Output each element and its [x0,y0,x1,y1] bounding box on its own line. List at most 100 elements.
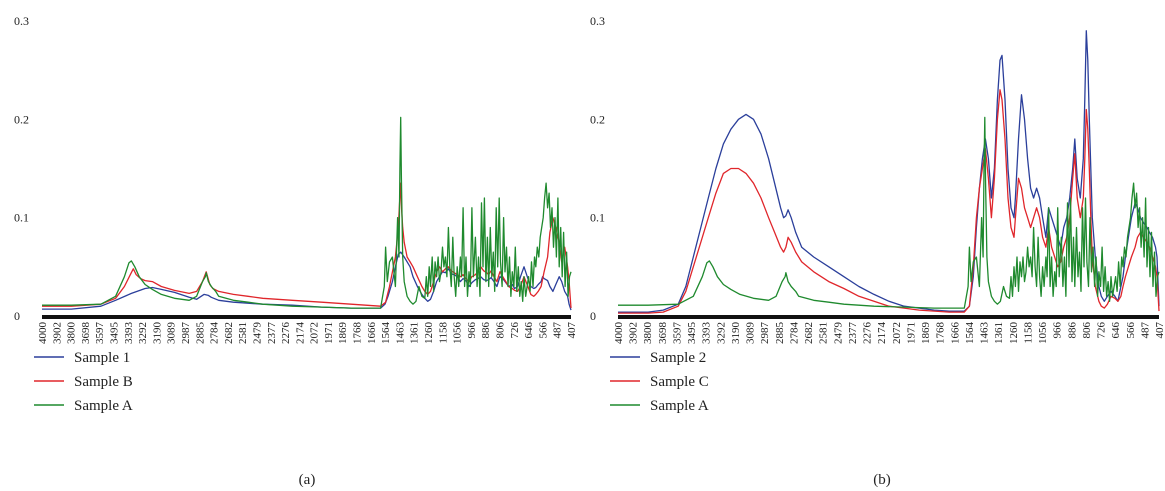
x-tick-label: 2885 [194,322,206,345]
x-tick-label: 966 [466,322,478,339]
legend-label: Sample A [650,398,709,414]
x-tick-label: 1768 [935,322,947,345]
y-tick-label: 0.3 [14,14,29,28]
x-tick-label: 3089 [166,322,178,345]
x-tick-label: 1971 [323,322,335,344]
y-tick-label: 0.2 [590,112,605,126]
legend-label: Sample 2 [650,350,706,366]
series-line-sample-c [618,89,1160,314]
x-tick-label: 4000 [37,322,49,345]
x-tick-label: 1869 [920,322,932,345]
series-line-sample-a [618,116,1160,309]
x-tick-label: 886 [1066,322,1078,339]
x-tick-label: 3698 [657,322,669,345]
x-tick-label: 1869 [337,322,349,345]
panel-caption: (a) [299,472,316,488]
x-tick-label: 1564 [964,322,976,345]
x-tick-label: 646 [523,322,535,339]
x-tick-label: 3393 [701,322,713,345]
x-tick-label: 2072 [309,322,321,344]
x-tick-label: 1260 [423,322,435,345]
x-tick-label: 1158 [437,322,449,344]
x-tick-label: 2479 [252,322,264,345]
x-tick-label: 2581 [237,322,249,344]
x-tick-label: 1564 [380,322,392,345]
x-tick-label: 1768 [352,322,364,345]
x-tick-label: 1971 [905,322,917,344]
x-tick-label: 3495 [109,322,121,345]
x-tick-label: 2174 [294,322,306,345]
x-tick-label: 3089 [745,322,757,345]
x-tick-label: 2682 [223,322,235,344]
series-line-sample-a [42,116,572,309]
x-tick-label: 3800 [66,322,78,345]
x-tick-label: 487 [552,322,564,339]
x-tick-label: 806 [495,322,507,339]
x-tick-label: 3190 [151,322,163,345]
x-tick-label: 1666 [949,322,961,345]
x-tick-label: 3292 [137,322,149,344]
x-tick-label: 2377 [847,322,859,345]
x-tick-label: 566 [537,322,549,339]
x-tick-label: 2784 [789,322,801,345]
x-tick-label: 3393 [123,322,135,345]
legend-label: Sample B [74,374,133,390]
series-line-sample-1 [42,251,572,311]
x-tick-label: 2377 [266,322,278,345]
x-tick-label: 2276 [280,322,292,345]
x-tick-label: 3902 [628,322,640,344]
x-tick-label: 2072 [891,322,903,344]
x-tick-label: 2784 [209,322,221,345]
y-tick-label: 0.3 [590,14,605,28]
x-tick-label: 2174 [876,322,888,345]
series-line-sample-b [42,182,572,309]
panel-caption: (b) [873,472,891,488]
x-tick-label: 1361 [993,322,1005,344]
x-tick-label: 806 [1081,322,1093,339]
y-tick-label: 0 [14,309,20,323]
x-tick-label: 3292 [715,322,727,344]
x-tick-label: 646 [1110,322,1122,339]
x-tick-label: 407 [1154,322,1165,339]
legend-label: Sample 1 [74,350,130,366]
x-tick-label: 2885 [774,322,786,345]
x-tick-label: 2987 [759,322,771,345]
x-tick-label: 1463 [979,322,991,345]
y-tick-label: 0.1 [14,211,29,225]
x-tick-label: 1463 [394,322,406,345]
x-tick-label: 2682 [803,322,815,344]
x-tick-label: 726 [509,322,521,339]
x-tick-label: 1158 [1022,322,1034,344]
x-tick-label: 1056 [1037,322,1049,345]
x-tick-label: 1361 [409,322,421,344]
x-tick-label: 3597 [672,322,684,345]
x-tick-label: 487 [1139,322,1151,339]
x-tick-label: 4000 [613,322,625,345]
x-tick-label: 3190 [730,322,742,345]
legend-label: Sample A [74,398,133,414]
x-tick-label: 1260 [1008,322,1020,345]
x-tick-label: 3698 [80,322,92,345]
y-tick-label: 0.2 [14,112,29,126]
x-tick-label: 566 [1125,322,1137,339]
x-tick-label: 3902 [51,322,63,344]
x-tick-label: 2479 [832,322,844,345]
x-tick-label: 3800 [642,322,654,345]
x-tick-label: 1056 [452,322,464,345]
x-tick-label: 1666 [366,322,378,345]
x-tick-label: 726 [1096,322,1108,339]
chart-panel-a: 0 0.1 0.2 0.3 4000 3902 3800 3698 3597 3495 3393 32… [14,14,578,488]
legend-label: Sample C [650,374,709,390]
x-tick-label: 3495 [686,322,698,345]
y-tick-label: 0.1 [590,211,605,225]
x-tick-label: 966 [1052,322,1064,339]
x-tick-label: 2276 [862,322,874,345]
x-tick-label: 2987 [180,322,192,345]
chart-panel-b: 0 0.1 0.2 0.3 4000 3902 3800 3698 3597 3495 3393 32… [590,14,1165,488]
x-tick-label: 886 [480,322,492,339]
x-tick-label: 2581 [818,322,830,344]
y-tick-label: 0 [590,309,596,323]
x-tick-label: 3597 [94,322,106,345]
x-tick-label: 407 [566,322,578,339]
